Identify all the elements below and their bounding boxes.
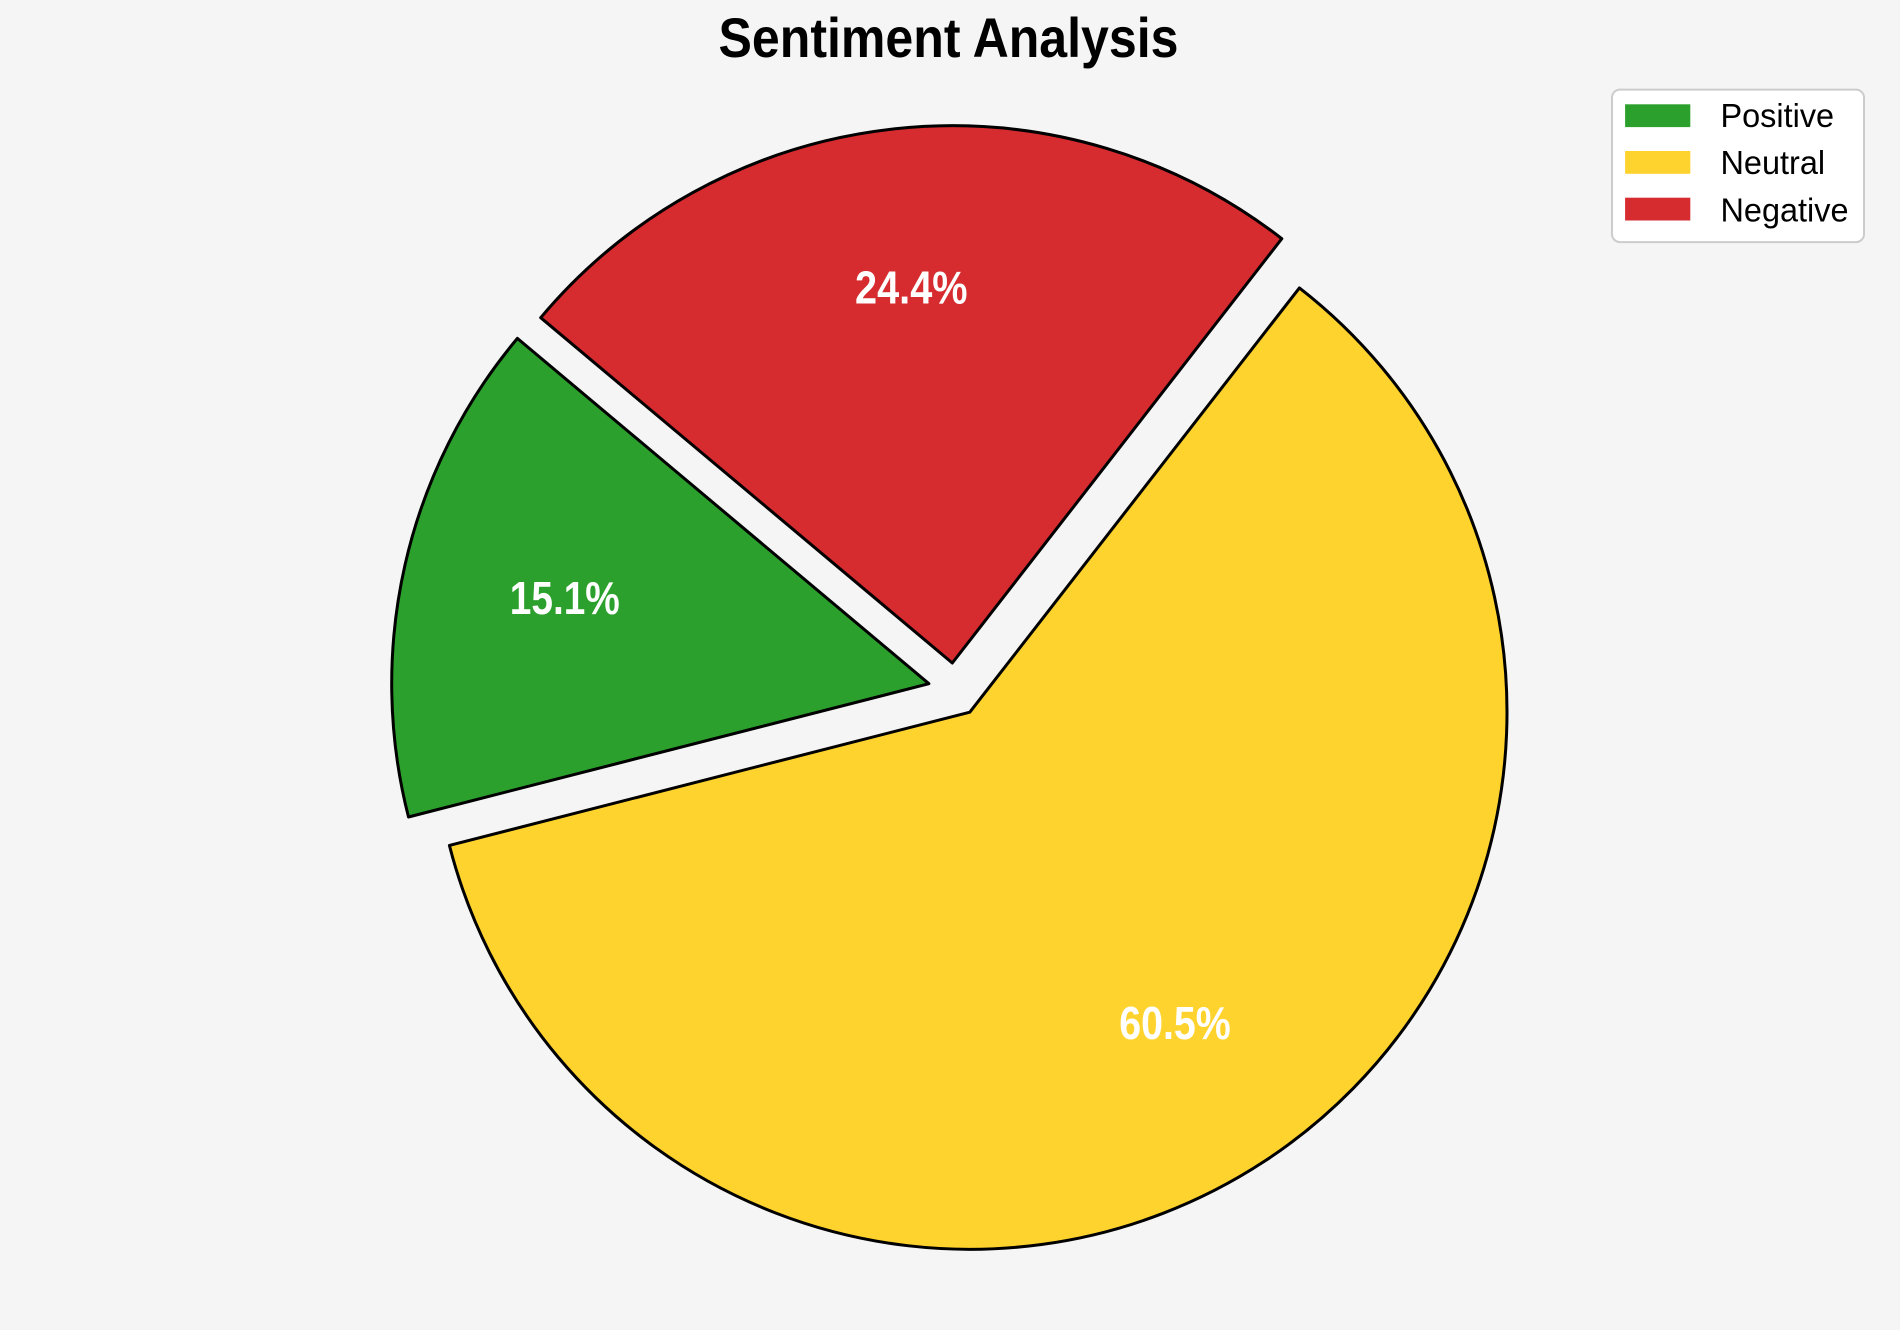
svg-text:Sentiment Analysis: Sentiment Analysis xyxy=(719,6,1179,69)
svg-text:Neutral: Neutral xyxy=(1721,144,1826,181)
svg-text:Positive: Positive xyxy=(1721,97,1835,134)
svg-text:60.5%: 60.5% xyxy=(1119,997,1231,1049)
svg-text:24.4%: 24.4% xyxy=(855,262,968,314)
svg-text:Negative: Negative xyxy=(1721,192,1849,229)
svg-text:15.1%: 15.1% xyxy=(510,572,620,624)
